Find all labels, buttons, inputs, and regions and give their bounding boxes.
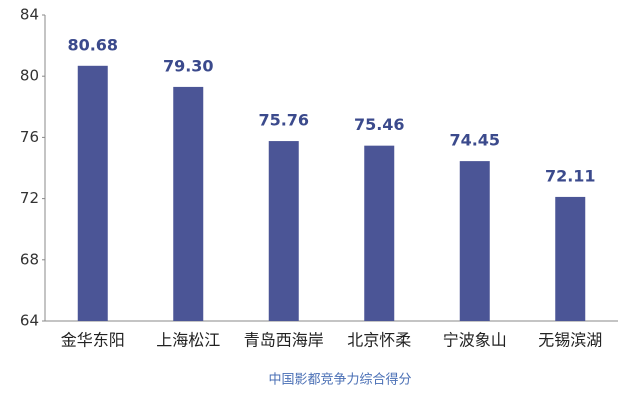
x-tick-label: 无锡滨湖	[538, 331, 602, 350]
bar	[364, 145, 395, 321]
value-label: 80.68	[67, 35, 118, 54]
y-tick-label: 76	[20, 128, 39, 146]
x-axis-label: 中国影都竞争力综合得分	[268, 372, 411, 388]
value-label: 74.45	[449, 131, 500, 150]
y-tick-label: 80	[20, 67, 39, 85]
value-label: 79.30	[163, 56, 214, 75]
y-tick-label: 72	[20, 189, 39, 207]
bar	[173, 86, 204, 321]
value-label: 75.46	[354, 115, 405, 134]
bar	[77, 65, 108, 322]
y-tick-label: 64	[20, 312, 39, 330]
x-tick-label: 金华东阳	[61, 331, 125, 350]
value-label: 75.76	[258, 111, 309, 130]
y-tick-label: 68	[20, 250, 39, 268]
x-tick-label: 上海松江	[156, 331, 220, 350]
bar	[268, 141, 299, 321]
x-tick-label: 北京怀柔	[347, 331, 411, 350]
bar	[459, 161, 490, 321]
y-tick-label: 84	[20, 6, 39, 24]
x-tick-label: 青岛西海岸	[244, 331, 324, 350]
value-label: 72.11	[545, 166, 596, 185]
x-tick-label: 宁波象山	[443, 331, 507, 350]
bar	[555, 196, 586, 321]
